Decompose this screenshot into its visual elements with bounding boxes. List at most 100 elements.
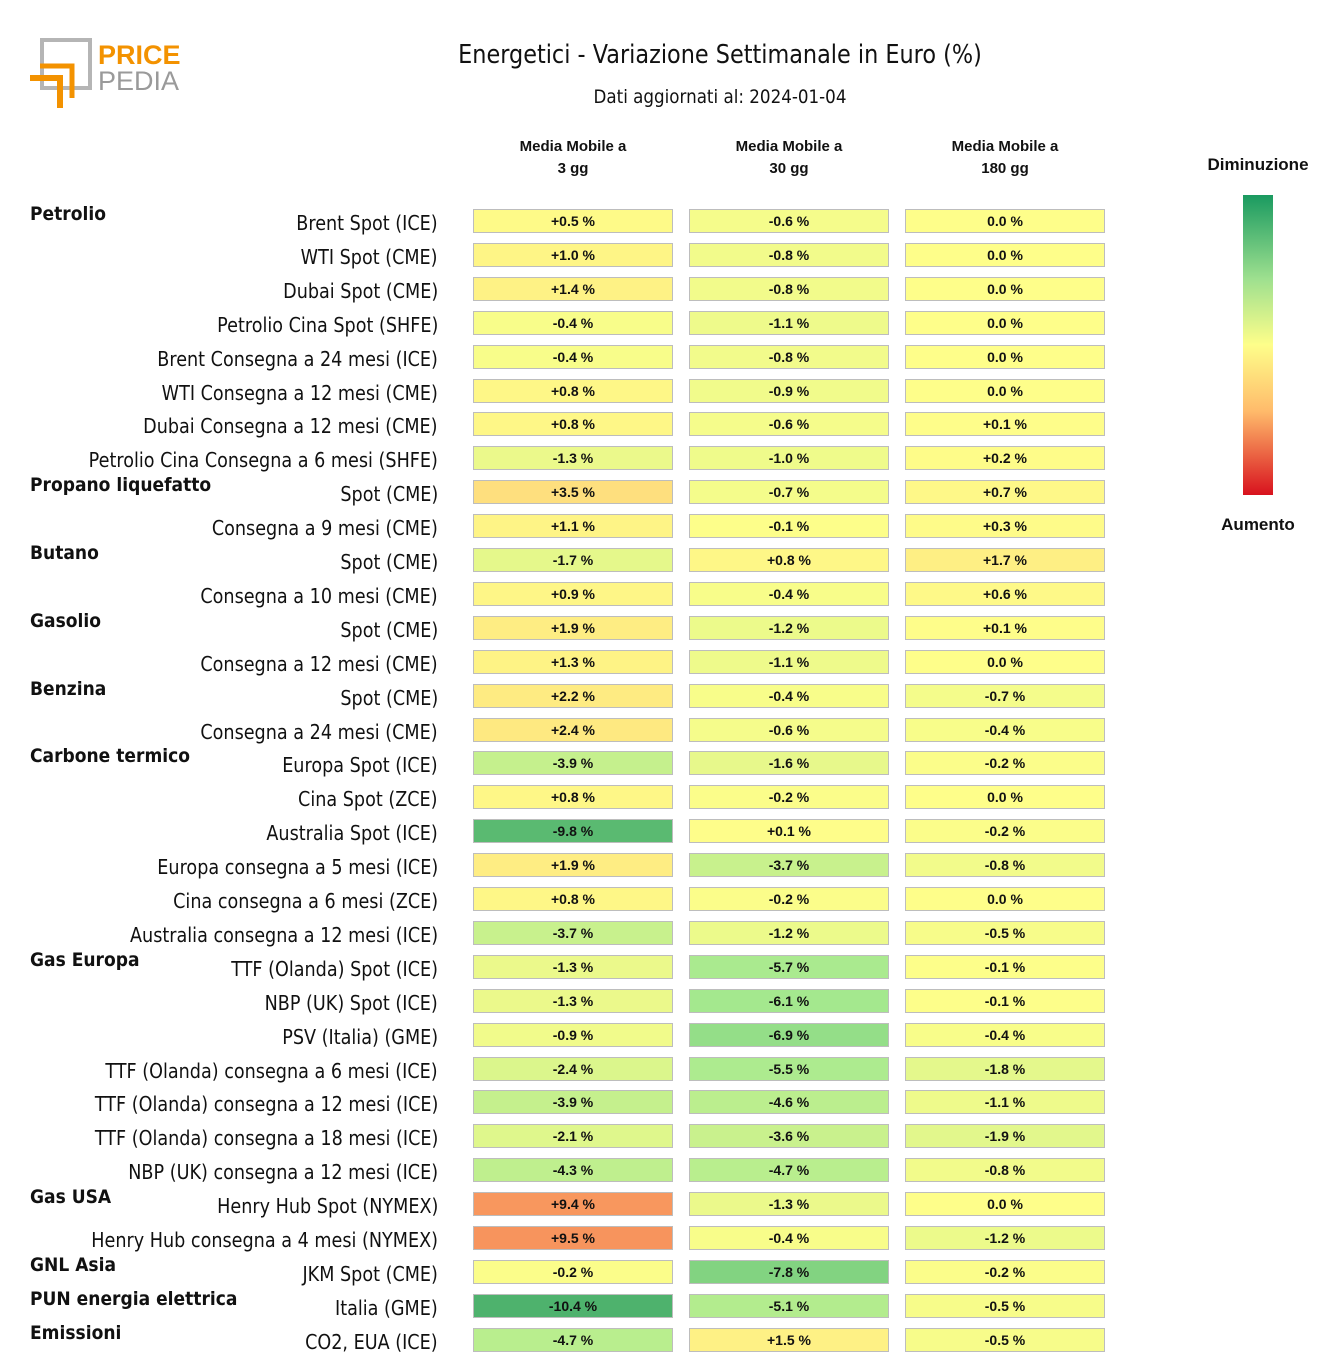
category-label: Gasolio	[30, 609, 101, 632]
table-row: Dubai Spot (CME) +1.4 % -0.8 % 0.0 %	[0, 276, 1120, 311]
row-label: Europa consegna a 5 mesi (ICE)	[157, 855, 438, 880]
row-label: Henry Hub consegna a 4 mesi (NYMEX)	[91, 1228, 438, 1252]
heatmap-cell: +0.7 %	[905, 480, 1105, 505]
heatmap-cell: +1.9 %	[473, 615, 673, 640]
column-header-30gg: Media Mobile a 30 gg	[689, 136, 889, 180]
heatmap-cell: -1.1 %	[689, 310, 889, 335]
table-row: Dubai Consegna a 12 mesi (CME) +0.8 % -0.6…	[0, 412, 1120, 446]
heatmap-cell: -0.2 %	[689, 887, 889, 911]
table-row: Henry Hub consegna a 4 mesi (NYMEX) +9.5 …	[0, 1226, 1120, 1260]
heatmap-cell: -0.2 %	[905, 751, 1105, 776]
category-label: Benzina	[30, 677, 107, 700]
heatmap-cell: -0.1 %	[905, 954, 1105, 979]
heatmap-cell: -0.6 %	[689, 717, 889, 742]
heatmap-cell: -0.8 %	[689, 242, 889, 267]
heatmap-cell: -3.6 %	[689, 1124, 889, 1149]
table-row: Australia consegna a 12 mesi (ICE) -3.7 %…	[0, 920, 1120, 955]
heatmap-cell: -10.4 %	[473, 1293, 673, 1318]
table-row: TTF (Olanda) consegna a 12 mesi (ICE) -3.…	[0, 1090, 1120, 1124]
row-label: Spot (CME)	[340, 685, 438, 710]
heatmap-cell: +0.1 %	[905, 412, 1105, 437]
heatmap-cell: -1.2 %	[905, 1226, 1105, 1250]
table-row: WTI Consegna a 12 mesi (CME) +0.8 % -0.9 %…	[0, 378, 1120, 413]
heatmap-cell: +9.5 %	[473, 1226, 673, 1250]
row-label: Italia (GME)	[335, 1295, 438, 1320]
heatmap-cell: -1.7 %	[473, 548, 673, 572]
category-label: Gas Europa	[30, 948, 140, 971]
heatmap-cell: +2.2 %	[473, 683, 673, 708]
heatmap-cell: +0.1 %	[905, 615, 1105, 640]
heatmap-cell: +1.9 %	[473, 853, 673, 878]
heatmap-cell: -0.5 %	[905, 1293, 1105, 1318]
heatmap-cell: -4.3 %	[473, 1158, 673, 1183]
heatmap-cell: -1.3 %	[473, 988, 673, 1013]
column-header-180gg: Media Mobile a 180 gg	[905, 136, 1105, 180]
heatmap-cell: -2.4 %	[473, 1056, 673, 1081]
heatmap-cell: -4.7 %	[473, 1327, 673, 1352]
row-label: Consegna a 24 mesi (CME)	[200, 719, 438, 744]
heatmap-cell: -0.1 %	[689, 514, 889, 539]
heatmap-cell: -3.9 %	[473, 751, 673, 776]
column-header-line1: Media Mobile a	[951, 138, 1059, 155]
row-label: Brent Consegna a 24 mesi (ICE)	[157, 346, 438, 371]
heatmap-cell: -1.6 %	[689, 751, 889, 776]
heatmap-cell: -0.2 %	[473, 1259, 673, 1284]
table-row: Cina consegna a 6 mesi (ZCE) +0.8 % -0.2 %…	[0, 887, 1120, 921]
legend-label-decrease: Diminuzione	[1207, 155, 1309, 174]
row-label: TTF (Olanda) consegna a 6 mesi (ICE)	[105, 1058, 438, 1083]
table-row: Gas USA Henry Hub Spot (NYMEX) +9.4 % -1.3 …	[0, 1186, 1120, 1226]
row-label: Spot (CME)	[340, 550, 438, 574]
heatmap-cell: +0.8 %	[473, 887, 673, 911]
category-label: Gas USA	[30, 1186, 112, 1209]
row-label: WTI Spot (CME)	[301, 244, 438, 269]
heatmap-cell: -7.8 %	[689, 1259, 889, 1284]
column-header-line2: 30 gg	[769, 160, 809, 177]
table-row: Emissioni CO2, EUA (ICE) -4.7 % +1.5 % -0.5 …	[0, 1322, 1120, 1362]
table-row: Gas Europa TTF (Olanda) Spot (ICE) -1.3 % -…	[0, 949, 1120, 989]
heatmap-cell: -4.7 %	[689, 1158, 889, 1183]
row-label: Dubai Spot (CME)	[282, 278, 438, 303]
row-label: Consegna a 10 mesi (CME)	[200, 583, 438, 608]
table-row: WTI Spot (CME) +1.0 % -0.8 % 0.0 %	[0, 242, 1120, 277]
heatmap-cell: -1.0 %	[689, 446, 889, 471]
row-label: TTF (Olanda) consegna a 18 mesi (ICE)	[94, 1126, 438, 1151]
row-label: CO2, EUA (ICE)	[305, 1329, 438, 1354]
heatmap-cell: +0.8 %	[689, 548, 889, 572]
table-row: Benzina Spot (CME) +2.2 % -0.4 % -0.7 %	[0, 678, 1120, 718]
heatmap-cell: -1.2 %	[689, 615, 889, 640]
row-label: Consegna a 12 mesi (CME)	[200, 651, 438, 676]
heatmap-cell: -5.1 %	[689, 1293, 889, 1318]
heatmap-cell: +3.5 %	[473, 480, 673, 505]
table-row: Consegna a 9 mesi (CME) +1.1 % -0.1 % +0.3 …	[0, 514, 1120, 548]
category-label: GNL Asia	[30, 1253, 117, 1276]
row-label: Petrolio Cina Consegna a 6 mesi (SHFE)	[88, 448, 438, 473]
heatmap-cell: +0.8 %	[473, 785, 673, 810]
heatmap-cell: -1.8 %	[905, 1056, 1105, 1081]
table-row: PSV (Italia) (GME) -0.9 % -6.9 % -0.4 %	[0, 1022, 1120, 1057]
heatmap-cell: -1.3 %	[689, 1192, 889, 1217]
heatmap-cell: -0.8 %	[689, 276, 889, 301]
heatmap-cell: -0.8 %	[689, 344, 889, 369]
heatmap-cell: -0.7 %	[689, 480, 889, 505]
heatmap-cell: -5.5 %	[689, 1056, 889, 1081]
table-row: Petrolio Cina Spot (SHFE) -0.4 % -1.1 % 0.0…	[0, 310, 1120, 345]
heatmap-cell: -0.9 %	[473, 1022, 673, 1047]
heatmap-cell: -0.2 %	[905, 819, 1105, 844]
table-row: Petrolio Cina Consegna a 6 mesi (SHFE) -1…	[0, 446, 1120, 480]
heatmap-cell: -0.4 %	[905, 717, 1105, 742]
heatmap-cell: -0.4 %	[689, 581, 889, 606]
category-label: Petrolio	[30, 203, 106, 225]
row-label: Dubai Consegna a 12 mesi (CME)	[143, 414, 438, 439]
pricepedia-logo: PRICE PEDIA	[30, 38, 181, 108]
row-label: Australia consegna a 12 mesi (ICE)	[129, 922, 438, 947]
heatmap-cell: +1.7 %	[905, 548, 1105, 572]
table-row: Brent Consegna a 24 mesi (ICE) -0.4 % -0.8…	[0, 344, 1120, 379]
row-label: NBP (UK) consegna a 12 mesi (ICE)	[128, 1160, 438, 1185]
table-row: TTF (Olanda) consegna a 6 mesi (ICE) -2.4…	[0, 1056, 1120, 1091]
table-row: TTF (Olanda) consegna a 18 mesi (ICE) -2.…	[0, 1124, 1120, 1158]
heatmap-cell: 0.0 %	[905, 378, 1105, 403]
table-row: Carbone termico Europa Spot (ICE) -3.9 % -1…	[0, 745, 1120, 785]
heatmap-cell: +0.8 %	[473, 378, 673, 403]
column-header-3gg: Media Mobile a 3 gg	[473, 136, 673, 180]
heatmap-cell: +1.4 %	[473, 276, 673, 301]
